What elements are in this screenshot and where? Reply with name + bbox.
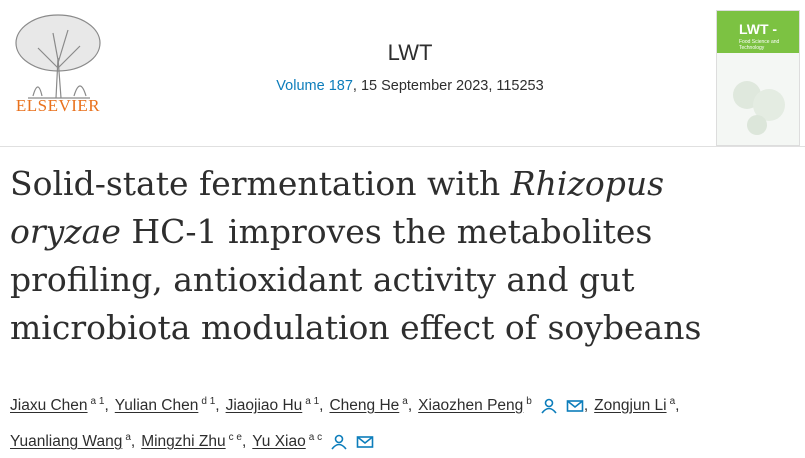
author-affiliation: a c xyxy=(308,432,323,444)
author-separator: , xyxy=(130,433,136,451)
title-segment: profiling, antioxidant activity and gut xyxy=(10,260,635,299)
volume-line: Volume 187, 15 September 2023, 115253 xyxy=(160,78,660,94)
author-name[interactable]: Yu Xiao xyxy=(252,433,306,451)
author-affiliation: b xyxy=(526,396,532,407)
author-affiliation: a 1 xyxy=(305,396,320,407)
title-segment: Solid-state fermentation with xyxy=(10,164,511,203)
title-line: Solid-state fermentation with Rhizopus xyxy=(10,160,701,208)
author-name[interactable]: Xiaozhen Peng xyxy=(418,397,524,415)
author-email-icon[interactable] xyxy=(356,434,374,450)
author-name[interactable]: Yuanliang Wang xyxy=(10,433,123,451)
author-affiliation: d 1 xyxy=(201,396,216,407)
journal-name[interactable]: LWT xyxy=(387,40,433,65)
article-title: Solid-state fermentation with Rhizopus or… xyxy=(10,160,701,352)
author-affiliation: a xyxy=(669,396,676,407)
title-segment: oryzae xyxy=(10,212,121,251)
author-name[interactable]: Jiaxu Chen xyxy=(10,397,88,415)
author-separator: , xyxy=(407,397,413,415)
author-name[interactable]: Zongjun Li xyxy=(594,397,667,415)
cover-title: LWT - xyxy=(739,21,778,37)
author-separator: , xyxy=(675,397,680,415)
author-name[interactable]: Mingzhi Zhu xyxy=(141,433,226,451)
author-name[interactable]: Yulian Chen xyxy=(114,397,199,415)
author-profile-icon[interactable] xyxy=(540,398,558,414)
title-line: oryzae HC-1 improves the metabolites xyxy=(10,208,701,256)
issue-info: , 15 September 2023, 115253 xyxy=(352,78,544,94)
title-line: profiling, antioxidant activity and gut xyxy=(10,256,701,304)
divider xyxy=(0,146,805,147)
author-row: Yuanliang Wang a, Mingzhi Zhu c e, Yu Xiao a … xyxy=(10,422,685,458)
author-separator: , xyxy=(583,397,589,415)
title-segment: HC-1 improves the metabolites xyxy=(120,212,653,251)
title-segment: Rhizopus xyxy=(510,164,665,203)
cover-subtitle: Food Science and Technology xyxy=(739,39,780,51)
author-name[interactable]: Cheng He xyxy=(329,397,400,415)
author-row: Jiaxu Chen a 1, Yulian Chen d 1, Jiaojiao Hu… xyxy=(10,386,685,422)
author-email-icon[interactable] xyxy=(566,398,584,414)
publisher-logo[interactable] xyxy=(8,8,108,123)
author-separator: , xyxy=(104,397,109,415)
author-name[interactable]: Jiaojiao Hu xyxy=(225,397,303,415)
cover-band xyxy=(717,11,799,53)
author-affiliation: a xyxy=(402,396,408,407)
author-list: Jiaxu Chen a 1, Yulian Chen d 1, Jiaojiao Hu… xyxy=(10,386,685,458)
author-separator: , xyxy=(241,433,247,451)
journal-cover[interactable]: LWT - Food Science and Technology xyxy=(716,10,800,146)
volume-link[interactable]: Volume 187 xyxy=(276,78,353,94)
cover-art xyxy=(733,81,785,135)
author-affiliation: a 1 xyxy=(90,396,105,407)
author-separator: , xyxy=(215,397,220,415)
author-affiliation: a xyxy=(125,432,131,444)
title-segment: microbiota modulation effect of soybeans xyxy=(10,308,702,347)
page: ELSEVIER LWT Volume 187, 15 September 20… xyxy=(0,8,805,451)
publisher-name: ELSEVIER xyxy=(15,96,101,115)
author-profile-icon[interactable] xyxy=(330,434,348,450)
author-affiliation: c e xyxy=(228,432,242,444)
author-separator: , xyxy=(319,397,324,415)
title-line: microbiota modulation effect of soybeans xyxy=(10,304,701,352)
